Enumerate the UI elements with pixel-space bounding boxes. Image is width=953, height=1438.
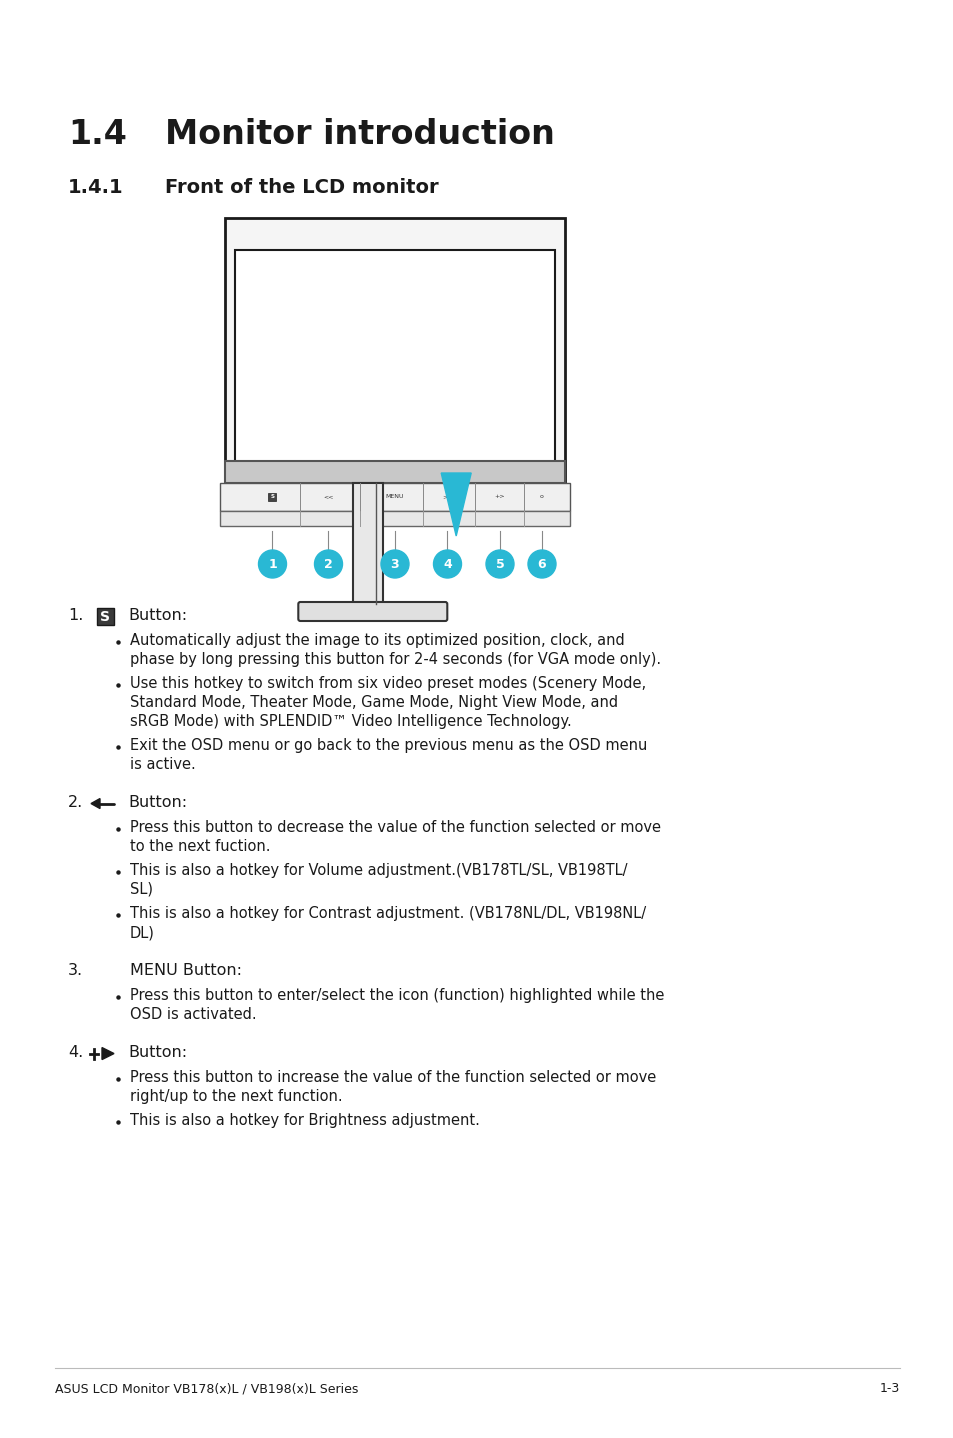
Circle shape [314,549,342,578]
Text: OSD is activated.: OSD is activated. [130,1007,256,1022]
Text: 1.: 1. [68,608,83,623]
Text: MENU: MENU [385,495,404,499]
Text: MENU Button:: MENU Button: [130,963,242,978]
Text: 3.: 3. [68,963,83,978]
Text: >>: >> [442,495,453,499]
FancyBboxPatch shape [298,603,447,621]
Text: This is also a hotkey for Volume adjustment.(VB178TL/SL, VB198TL/: This is also a hotkey for Volume adjustm… [130,863,627,879]
Text: DL): DL) [130,925,154,940]
Text: sRGB Mode) with SPLENDID™ Video Intelligence Technology.: sRGB Mode) with SPLENDID™ Video Intellig… [130,715,571,729]
Text: right/up to the next function.: right/up to the next function. [130,1089,342,1104]
Text: S: S [100,610,110,624]
Text: 1-3: 1-3 [879,1382,899,1395]
Circle shape [527,549,556,578]
Text: Standard Mode, Theater Mode, Game Mode, Night View Mode, and: Standard Mode, Theater Mode, Game Mode, … [130,695,618,710]
Text: S: S [271,495,274,499]
Text: Press this button to enter/select the icon (function) highlighted while the: Press this button to enter/select the ic… [130,988,663,1002]
Text: is active.: is active. [130,756,195,772]
Text: to the next fuction.: to the next fuction. [130,838,271,854]
Bar [353,483,382,604]
Bar [225,462,564,483]
Text: 1.4.1: 1.4.1 [68,178,124,197]
Bar [220,483,569,510]
Text: Button:: Button: [128,1045,187,1060]
Text: 1.4: 1.4 [68,118,127,151]
Bar [225,219,564,483]
Text: 4.: 4. [68,1045,83,1060]
Text: o: o [539,495,543,499]
Text: Exit the OSD menu or go back to the previous menu as the OSD menu: Exit the OSD menu or go back to the prev… [130,738,647,754]
Text: 4: 4 [442,558,452,571]
Text: Press this button to increase the value of the function selected or move: Press this button to increase the value … [130,1070,656,1086]
Circle shape [485,549,514,578]
Circle shape [380,549,409,578]
Text: ASUS LCD Monitor VB178(x)L / VB198(x)L Series: ASUS LCD Monitor VB178(x)L / VB198(x)L S… [55,1382,358,1395]
Text: Button:: Button: [128,608,187,623]
Text: <<: << [323,495,334,499]
Text: +>: +> [495,495,505,499]
Text: 3: 3 [391,558,399,571]
Text: 2: 2 [324,558,333,571]
Bar [220,510,569,526]
Circle shape [433,549,461,578]
Text: 6: 6 [537,558,546,571]
Polygon shape [440,473,471,536]
Text: phase by long pressing this button for 2-4 seconds (for VGA mode only).: phase by long pressing this button for 2… [130,651,660,667]
Text: Use this hotkey to switch from six video preset modes (Scenery Mode,: Use this hotkey to switch from six video… [130,676,645,692]
Bar [225,462,564,483]
Bar [234,250,555,473]
Text: 1: 1 [268,558,276,571]
Text: Button:: Button: [128,795,187,810]
Text: Front of the LCD monitor: Front of the LCD monitor [165,178,438,197]
Text: 2.: 2. [68,795,83,810]
Bar [97,607,113,624]
Bar [268,493,276,500]
Text: This is also a hotkey for Brightness adjustment.: This is also a hotkey for Brightness adj… [130,1113,479,1127]
Text: This is also a hotkey for Contrast adjustment. (VB178NL/DL, VB198NL/: This is also a hotkey for Contrast adjus… [130,906,645,920]
Polygon shape [102,1047,113,1060]
Text: SL): SL) [130,881,152,897]
Text: 5: 5 [496,558,504,571]
Circle shape [258,549,286,578]
Text: Monitor introduction: Monitor introduction [165,118,555,151]
Text: Press this button to decrease the value of the function selected or move: Press this button to decrease the value … [130,820,660,835]
Polygon shape [91,798,100,808]
Text: Automatically adjust the image to its optimized position, clock, and: Automatically adjust the image to its op… [130,633,624,649]
